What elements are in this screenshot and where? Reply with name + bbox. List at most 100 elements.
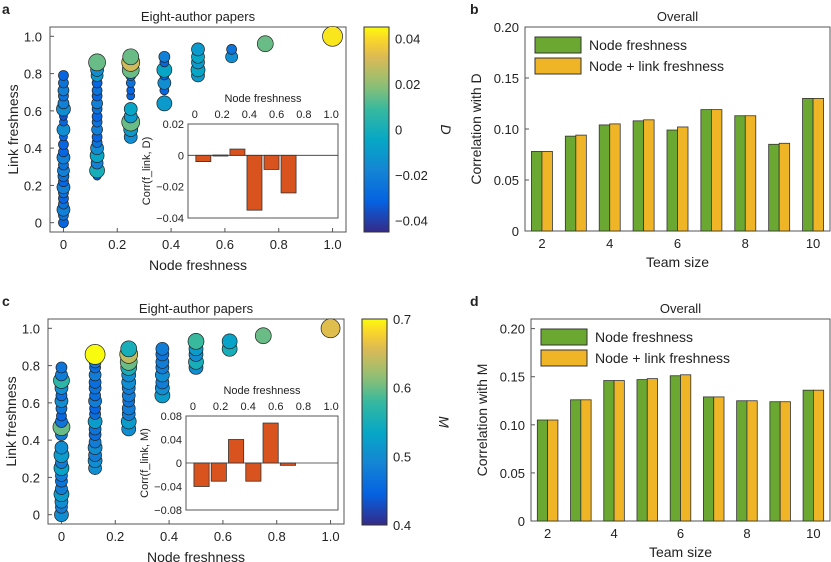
scatter-point: [191, 42, 205, 57]
colorbar: [363, 26, 390, 233]
x-tick-label: 2: [544, 526, 551, 541]
x-tick-label: 1.0: [322, 529, 340, 544]
x-tick-label: 4: [610, 526, 617, 541]
x-tick-label: 4: [606, 236, 613, 251]
scatter-point: [256, 35, 274, 53]
panel-label-c: c: [2, 293, 10, 309]
bar-node-link: [713, 396, 725, 522]
colorbar-tick-label: 0.02: [395, 77, 420, 92]
bar-node-link: [643, 119, 655, 232]
panel-label-d: d: [470, 293, 479, 309]
inset-y-tick-label: 0: [178, 150, 184, 162]
inset-x-tick-label: 0.2: [214, 109, 229, 121]
bar-panel-d: Overall 0 0.05 0.10 0.15 0.20 2 4 6 8 10 Team size C…: [474, 301, 831, 560]
chart-title: Overall: [657, 9, 698, 24]
x-tick-label: 0.4: [160, 529, 178, 544]
inset-bar: [229, 148, 246, 156]
panel-label-a: a: [2, 1, 10, 17]
chart-title: Overall: [660, 301, 701, 316]
y-tick-label: 0: [512, 224, 519, 239]
y-tick-label: 0: [35, 216, 42, 231]
inset-x-axis-label: Node freshness: [224, 93, 302, 105]
scatter-point: [123, 102, 138, 116]
scatter-panel-a: Eight-author papers000.20.20.40.40.60.60…: [5, 9, 454, 273]
x-tick-label: 1.0: [324, 237, 342, 252]
legend-label: Node freshness: [595, 329, 693, 345]
bar-node: [703, 396, 715, 522]
x-tick-label: 6: [677, 526, 684, 541]
inset-bar: [212, 154, 229, 157]
y-tick-label: 0.6: [24, 104, 42, 119]
inset-x-axis-label: Node freshness: [223, 385, 301, 397]
scatter-point: [54, 440, 69, 455]
scatter-point: [88, 53, 106, 72]
x-tick-label: 0.2: [106, 529, 124, 544]
colorbar-label: M: [436, 416, 452, 428]
bar-panel-b: Overall 0 0.05 0.10 0.15 0.20 2 4 6 8 10 Team size C…: [468, 9, 831, 270]
bar-node-link: [710, 109, 723, 232]
y-tick-label: 0.15: [494, 71, 519, 86]
chart-title: Eight-author papers: [139, 301, 254, 316]
legend-label: Node + link freshness: [589, 58, 724, 74]
y-tick-label: 0.15: [500, 370, 525, 385]
inset-y-axis-label: Corr(f_link, M): [139, 428, 151, 498]
bar-node-link: [575, 134, 587, 232]
scatter-point: [120, 340, 138, 358]
scatter-point: [156, 95, 173, 112]
bar-node: [736, 400, 748, 522]
inset-frame: [187, 123, 339, 219]
inset-x-tick-label: 1.0: [323, 401, 338, 413]
bar-node: [802, 389, 814, 522]
colorbar: [361, 318, 388, 526]
y-tick-label: 0.05: [500, 466, 525, 481]
legend-swatch: [540, 328, 588, 346]
colorbar-tick-label: −0.02: [395, 168, 428, 183]
bar-node: [669, 375, 681, 522]
bar-node-link: [746, 400, 758, 522]
y-axis-label: Link freshness: [5, 84, 21, 174]
inset-x-tick-label: 0.6: [268, 401, 283, 413]
bar-node: [570, 399, 582, 522]
y-tick-label: 1.0: [22, 321, 40, 336]
y-tick-label: 0.8: [24, 67, 42, 82]
bar-node-link: [744, 115, 757, 232]
bar-node-link: [680, 374, 692, 522]
inset-bar: [245, 462, 262, 482]
inset-y-tick-label: −0.02: [156, 182, 184, 194]
x-tick-label: 8: [743, 526, 750, 541]
y-tick-label: 1.0: [24, 29, 42, 44]
x-tick-label: 10: [806, 236, 820, 251]
inset-y-tick-label: 0.02: [163, 119, 184, 131]
x-tick-label: 0.6: [216, 237, 234, 252]
x-axis-label: Node freshness: [149, 257, 247, 273]
y-tick-label: 0.20: [500, 322, 525, 337]
inset-bar: [193, 462, 210, 487]
panel-label-b: b: [470, 1, 479, 17]
inset-bar: [195, 154, 212, 162]
x-tick-label: 10: [806, 526, 820, 541]
inset-bar: [280, 154, 297, 194]
inset-x-tick-label: 0: [190, 401, 196, 413]
colorbar-label: D: [438, 124, 454, 134]
bar-node: [802, 98, 814, 232]
bar-node-link: [547, 419, 559, 522]
inset-x-tick-label: 0.8: [296, 401, 311, 413]
chart-title: Eight-author papers: [141, 9, 256, 24]
inset-bar-chart: 0 0.2 0.4 0.6 0.8 1.0 Node freshness 0.02 0 −0.02…: [141, 93, 339, 225]
inset-bar: [263, 154, 280, 170]
x-tick-label: 0.8: [270, 237, 288, 252]
inset-bar-chart: 0 0.2 0.4 0.6 0.8 1.0 Node freshness 0.08 0.04 0 −…: [139, 385, 339, 517]
inset-bar: [228, 439, 245, 464]
bar-node: [564, 135, 577, 232]
inset-bar: [279, 462, 296, 466]
y-axis-label: Link freshness: [3, 376, 19, 466]
bar-node: [700, 109, 712, 232]
bar-node: [632, 120, 645, 232]
x-tick-label: 0.8: [268, 529, 286, 544]
x-tick-label: 0.2: [108, 237, 126, 252]
bar-node-link: [677, 126, 689, 232]
inset-bar: [210, 462, 227, 482]
inset-x-tick-label: 0.4: [242, 109, 257, 121]
y-tick-label: 0.2: [22, 470, 40, 485]
x-tick-label: 6: [674, 236, 681, 251]
